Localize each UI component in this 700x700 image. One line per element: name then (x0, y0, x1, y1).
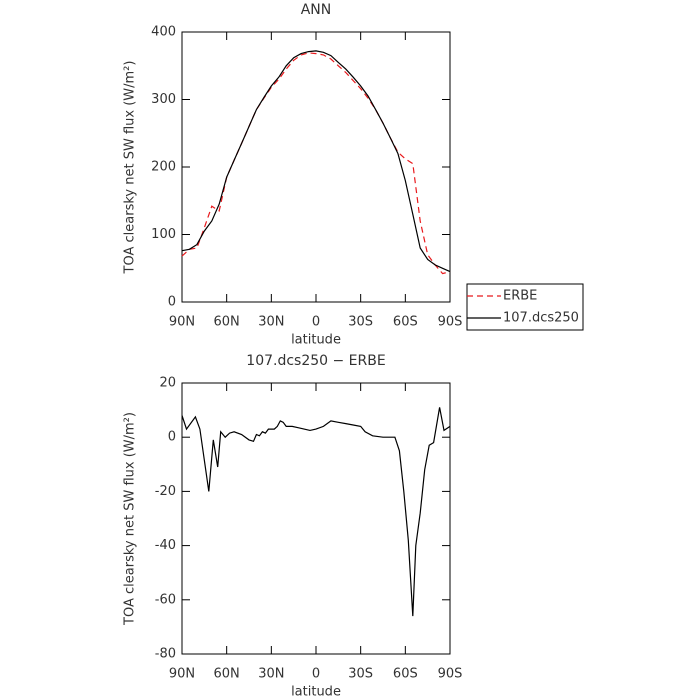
legend-label: ERBE (503, 289, 537, 304)
plot-frame (181, 382, 451, 655)
y-tick-label: 0 (168, 295, 176, 310)
y-tick-label: -20 (155, 484, 176, 499)
x-tick-label: 60N (214, 315, 240, 330)
x-tick-label: 60S (393, 315, 418, 330)
x-tick-label: 90S (438, 667, 463, 682)
x-tick-label: 30S (348, 667, 373, 682)
series-line (181, 52, 451, 275)
y-tick-label: -40 (155, 538, 176, 553)
y-tick-label: -80 (155, 647, 176, 662)
x-axis-label: latitude (291, 333, 341, 348)
x-tick-label: 30S (348, 315, 373, 330)
x-tick-label: 30N (258, 667, 284, 682)
x-tick-label: 0 (312, 667, 320, 682)
chart-title: ANN (301, 2, 332, 18)
legend-label: 107.dcs250 (503, 311, 579, 326)
y-tick-label: 20 (159, 376, 176, 391)
series-line (181, 50, 451, 273)
legend-box (466, 283, 584, 331)
chart-title: 107.dcs250 − ERBE (246, 353, 385, 369)
y-tick-label: 300 (151, 92, 176, 107)
x-tick-label: 60N (214, 667, 240, 682)
x-tick-label: 90S (438, 315, 463, 330)
y-tick-label: 0 (168, 430, 176, 445)
y-tick-label: -60 (155, 592, 176, 607)
series-line (181, 407, 451, 617)
x-axis-label: latitude (291, 685, 341, 700)
x-tick-label: 60S (393, 667, 418, 682)
y-axis-label: TOA clearsky net SW flux (W/m²) (123, 412, 138, 626)
y-tick-label: 200 (151, 160, 176, 175)
plot-frame (181, 31, 451, 303)
y-tick-label: 400 (151, 25, 176, 40)
x-tick-label: 30N (258, 315, 284, 330)
y-axis-label: TOA clearsky net SW flux (W/m²) (123, 61, 138, 275)
x-tick-label: 0 (312, 315, 320, 330)
y-tick-label: 100 (151, 227, 176, 242)
x-tick-label: 90N (169, 315, 195, 330)
x-tick-label: 90N (169, 667, 195, 682)
